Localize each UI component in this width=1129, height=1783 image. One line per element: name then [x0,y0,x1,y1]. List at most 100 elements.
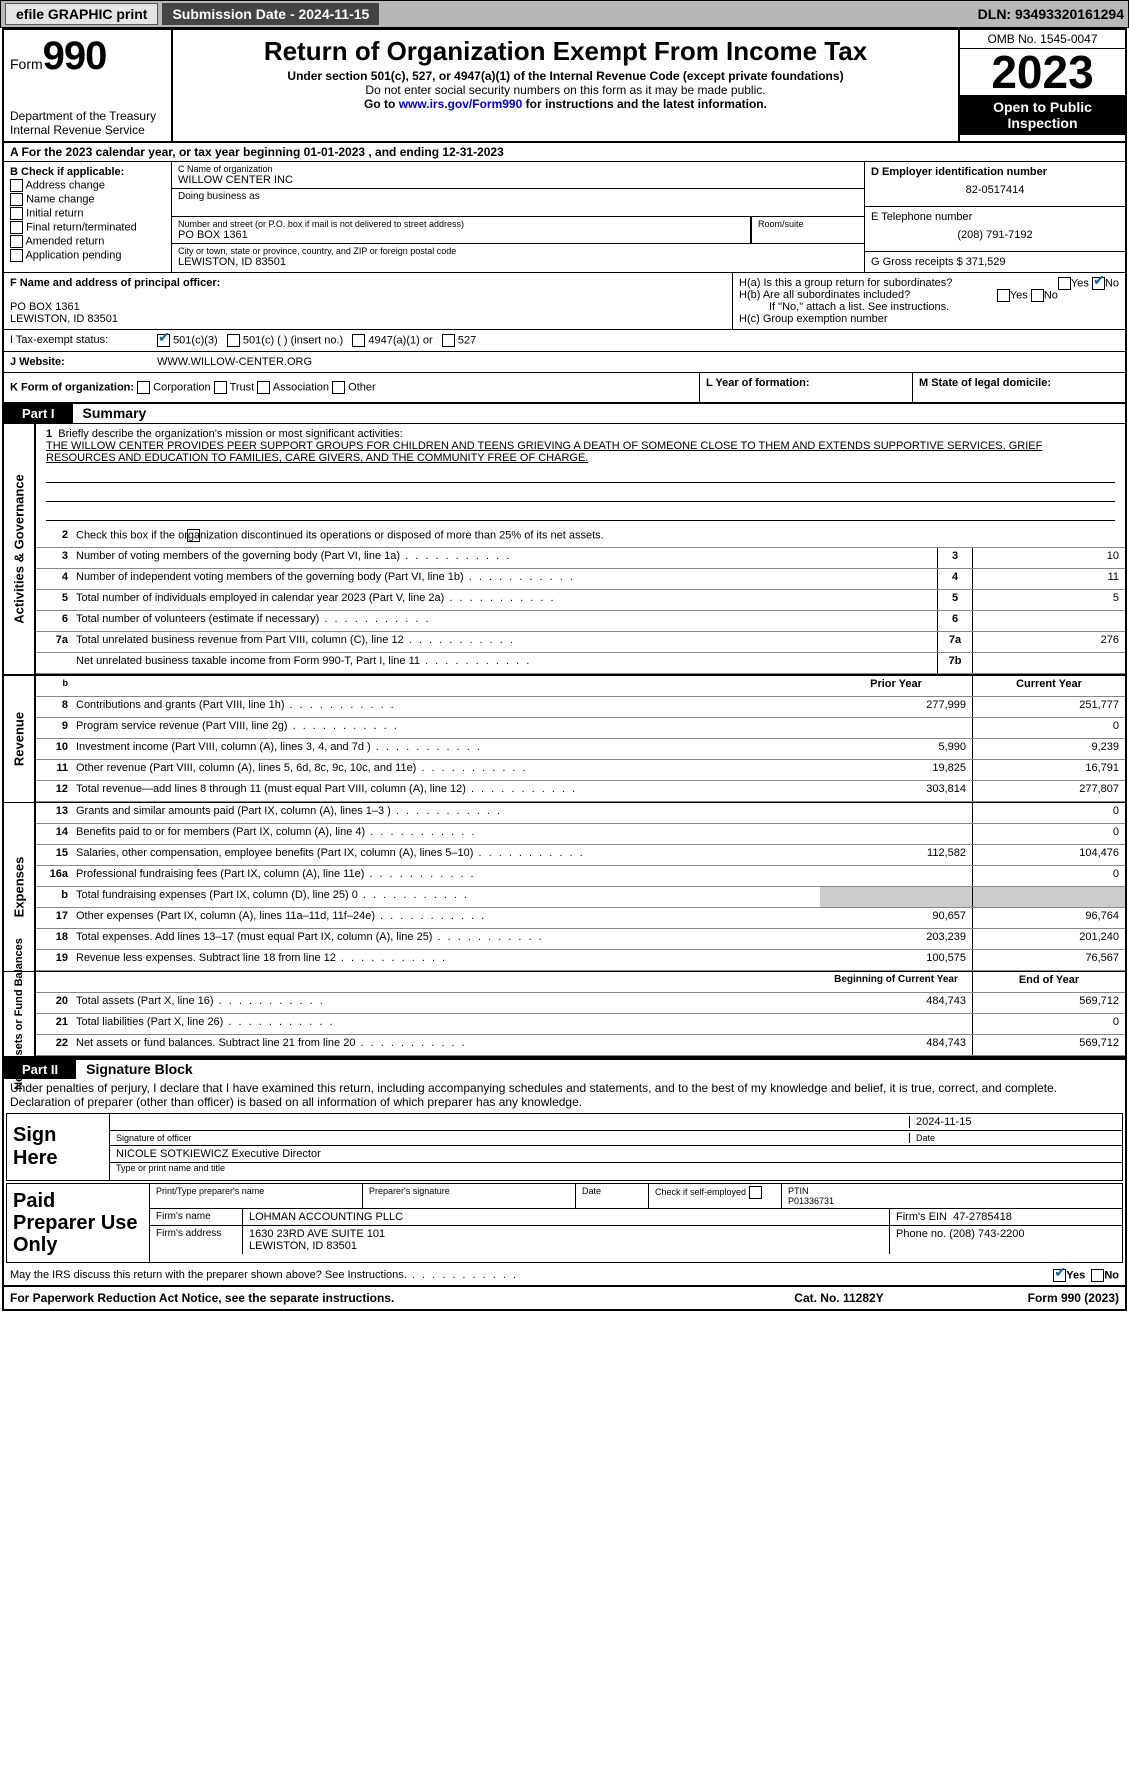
checkbox-checked[interactable] [1092,277,1105,290]
top-bar: efile GRAPHIC print Submission Date - 20… [0,0,1129,28]
section-expenses: Expenses 13Grants and similar amounts pa… [4,802,1125,971]
checkbox[interactable] [10,221,23,234]
checkbox[interactable] [749,1186,762,1199]
checkbox[interactable] [442,334,455,347]
ha-label: H(a) Is this a group return for subordin… [739,277,952,289]
submission-date: Submission Date - 2024-11-15 [162,3,379,25]
pra-notice: For Paperwork Reduction Act Notice, see … [10,1291,739,1305]
checkbox[interactable] [997,289,1010,302]
org-name: WILLOW CENTER INC [178,174,858,186]
form-ref: Form 990 (2023) [939,1291,1119,1305]
gross-receipts: 371,529 [966,256,1006,268]
sign-here-block: Sign Here 2024-11-15 Signature of office… [6,1113,1123,1181]
page-footer: For Paperwork Reduction Act Notice, see … [4,1287,1125,1309]
ptin: P01336731 [788,1196,834,1206]
vlabel-governance: Activities & Governance [12,474,27,624]
checkbox[interactable] [227,334,240,347]
checkbox-checked[interactable] [1053,1269,1066,1282]
dba-label: Doing business as [178,191,858,202]
subtitle-3: Go to www.irs.gov/Form990 for instructio… [183,97,948,111]
sig-officer-label: Signature of officer [116,1133,909,1143]
firm-ein: 47-2785418 [953,1211,1012,1223]
firm-name-lbl: Firm's name [150,1209,243,1225]
dln: DLN: 93493320161294 [978,6,1124,22]
firm-addr2: LEWISTON, ID 83501 [249,1240,357,1252]
mission-label: Briefly describe the organization's miss… [58,428,402,440]
part-i-hdr: Part I [4,404,73,423]
hb-label: H(b) Are all subordinates included? [739,289,910,301]
checkbox[interactable] [10,235,23,248]
firm-name: LOHMAN ACCOUNTING PLLC [243,1209,890,1225]
prep-name-hdr: Print/Type preparer's name [150,1184,363,1208]
self-emp-hdr: Check if self-employed [649,1184,782,1208]
prior-year-hdr: Prior Year [820,676,972,696]
subtitle-1: Under section 501(c), 527, or 4947(a)(1)… [183,69,948,83]
room-label: Room/suite [751,217,864,244]
section-governance: Activities & Governance 1 Briefly descri… [4,424,1125,674]
officer-name: NICOLE SOTKIEWICZ Executive Director [110,1146,1122,1163]
year-formation-label: L Year of formation: [706,377,810,389]
current-year-hdr: Current Year [972,676,1125,696]
form-word: Form [10,56,43,72]
firm-addr-lbl: Firm's address [150,1226,243,1254]
sign-here-label: Sign Here [7,1114,110,1180]
paid-preparer-block: Paid Preparer Use Only Print/Type prepar… [6,1183,1123,1263]
line-2: Check this box if the organization disco… [72,527,1125,547]
tax-year: 2023 [960,49,1125,95]
ptin-hdr: PTIN [788,1186,809,1196]
part-i-title: Summary [73,405,147,421]
section-revenue: Revenue bPrior YearCurrent Year 8Contrib… [4,674,1125,802]
checkbox[interactable] [10,179,23,192]
vlabel-revenue: Revenue [12,712,27,766]
website-label: J Website: [4,352,151,372]
prep-date-hdr: Date [576,1184,649,1208]
state-domicile-label: M State of legal domicile: [919,377,1051,389]
website: WWW.WILLOW-CENTER.ORG [151,352,1125,372]
sign-date: 2024-11-15 [909,1116,1116,1128]
box-b-label: B Check if applicable: [10,166,124,178]
org-city: LEWISTON, ID 83501 [178,256,858,268]
name-label: C Name of organization [178,164,858,174]
form-title: Return of Organization Exempt From Incom… [183,36,948,67]
firm-ein-lbl: Firm's EIN [896,1211,947,1223]
checkbox[interactable] [137,381,150,394]
date-label: Date [909,1133,1116,1143]
checkbox[interactable] [1031,289,1044,302]
hc-label: H(c) Group exemption number [739,313,1119,325]
checkbox[interactable] [10,207,23,220]
department: Department of the Treasury Internal Reve… [10,109,165,137]
phone: (208) 791-7192 [871,223,1119,247]
ein-label: D Employer identification number [871,166,1119,178]
checkbox[interactable] [257,381,270,394]
ein: 82-0517414 [871,178,1119,202]
tax-status-label: I Tax-exempt status: [4,330,151,351]
checkbox-checked[interactable] [157,334,170,347]
checkbox[interactable] [10,193,23,206]
org-address: PO BOX 1361 [178,229,744,241]
checkbox[interactable] [1058,277,1071,290]
form-org-label: K Form of organization: [10,381,134,393]
form-990: Form990 Department of the Treasury Inter… [2,28,1127,1311]
row-f-h: F Name and address of principal officer:… [4,273,1125,330]
section-bcdeg: B Check if applicable: Address change Na… [4,162,1125,273]
vlabel-netassets: Net Assets or Fund Balances [13,938,25,1090]
efile-btn[interactable]: efile GRAPHIC print [5,3,158,25]
checkbox[interactable] [214,381,227,394]
cat-no: Cat. No. 11282Y [739,1291,939,1305]
name-title-label: Type or print name and title [110,1163,1122,1173]
form-header: Form990 Department of the Treasury Inter… [4,30,1125,143]
irs-link[interactable]: www.irs.gov/Form990 [399,97,523,111]
checkbox[interactable] [10,249,23,262]
checkbox[interactable] [332,381,345,394]
declaration: Under penalties of perjury, I declare th… [4,1079,1125,1111]
checkbox[interactable] [187,529,200,542]
officer-label: F Name and address of principal officer: [10,277,220,289]
officer-addr1: PO BOX 1361 [10,301,80,313]
discuss-text: May the IRS discuss this return with the… [10,1269,518,1281]
checkbox[interactable] [352,334,365,347]
officer-addr2: LEWISTON, ID 83501 [10,313,118,325]
checkbox[interactable] [1091,1269,1104,1282]
prep-sig-hdr: Preparer's signature [363,1184,576,1208]
open-public: Open to Public Inspection [960,95,1125,135]
firm-phone-lbl: Phone no. [896,1228,946,1240]
